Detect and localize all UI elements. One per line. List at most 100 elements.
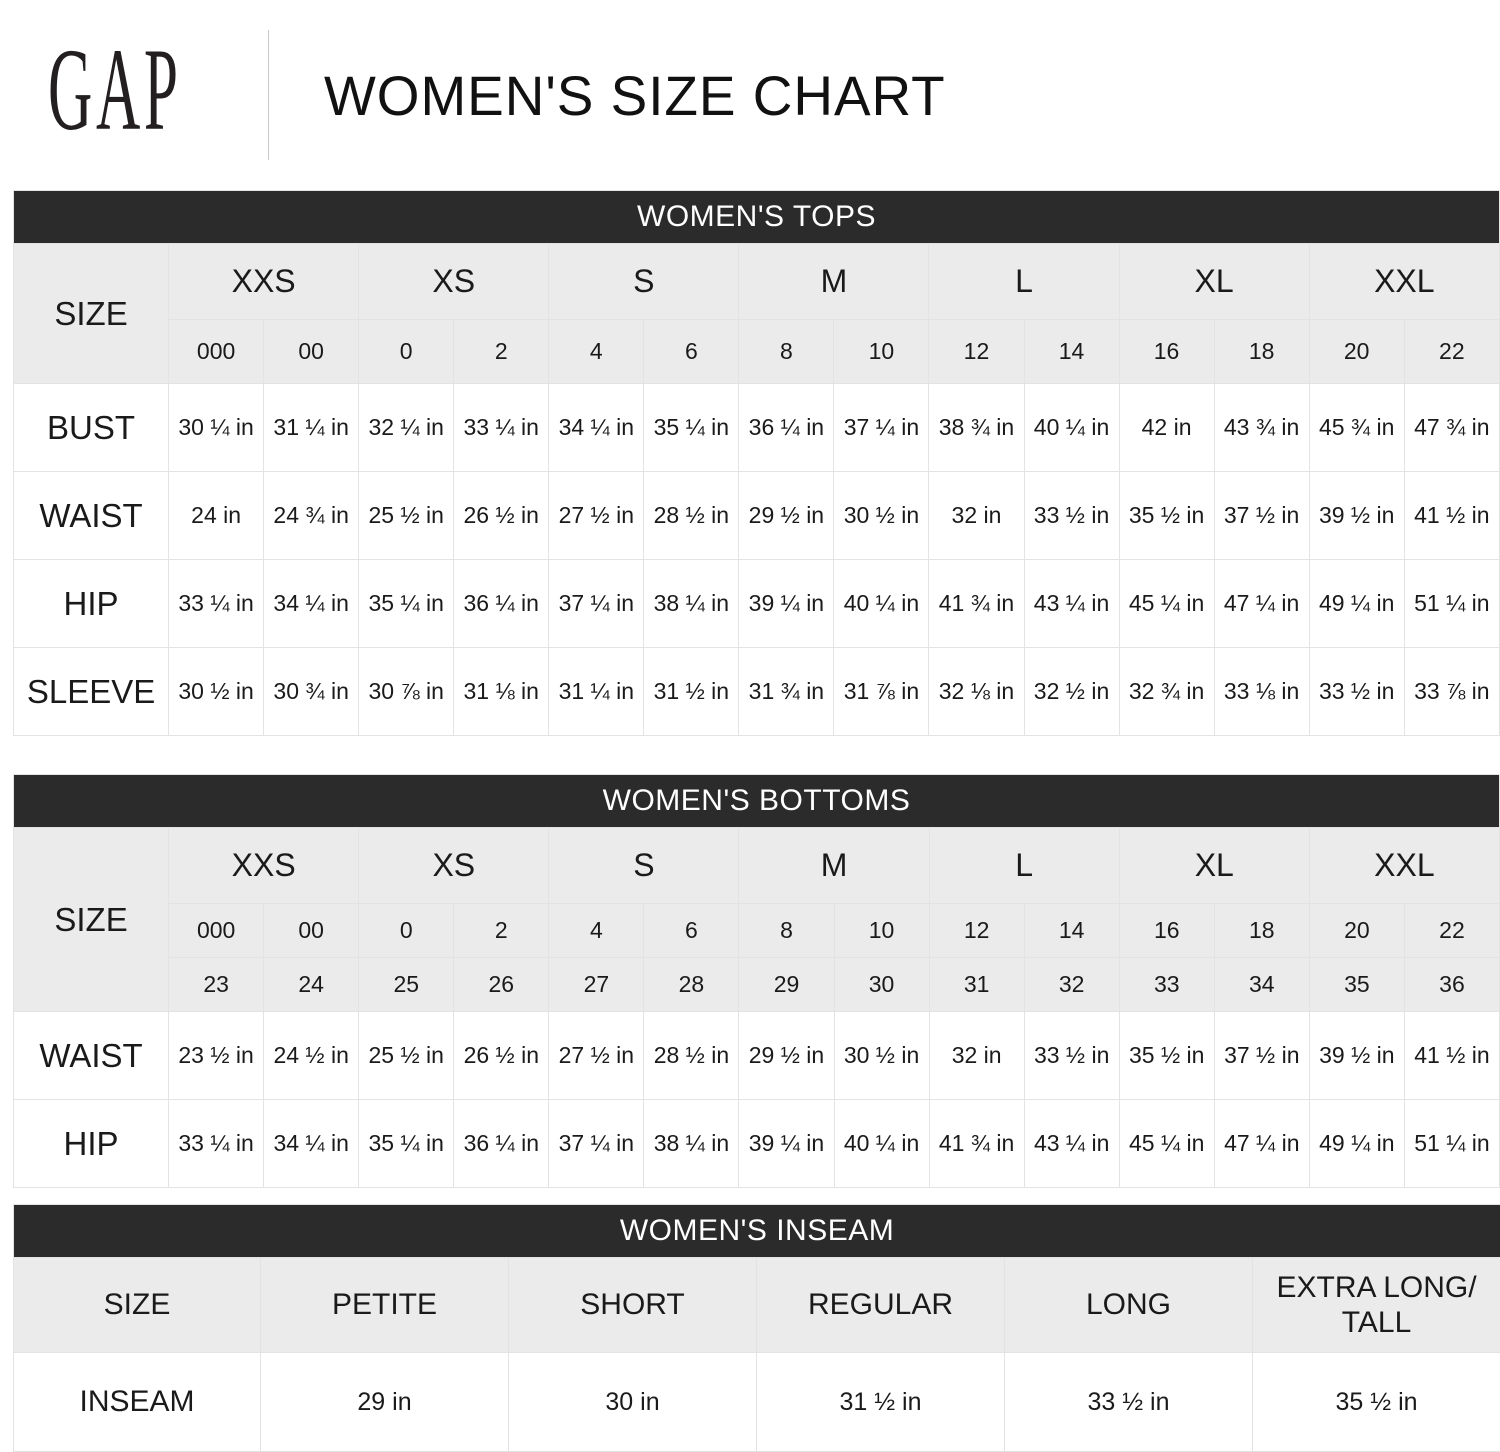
table-cell: 41 ¾ in [928,559,1025,648]
tops-numeric-size: 16 [1118,319,1215,384]
tops-numeric-size: 2 [453,319,550,384]
table-cell: 33 ¼ in [453,383,550,472]
bottoms-numeric-size: 22 [1403,903,1500,958]
table-cell: 35 ¼ in [358,559,455,648]
bottoms-waist-size: 32 [1023,957,1120,1012]
tops-numeric-size: 14 [1023,319,1120,384]
page-header: GAP WOMEN'S SIZE CHART [0,0,1500,190]
bottoms-numeric-size: 6 [643,903,740,958]
bottoms-row-label-hip: HIP [12,1099,170,1188]
womens-bottoms-table: WOMEN'S BOTTOMS SIZE XXS XS S M L XL XXL… [12,774,1500,1188]
bottoms-group-xs: XS [358,827,550,904]
tops-numeric-size: 6 [643,319,740,384]
table-cell: 51 ¼ in [1403,559,1500,648]
table-cell: 42 in [1118,383,1215,472]
table-cell: 31 ¼ in [548,647,645,736]
table-cell: 23 ½ in [168,1011,265,1100]
table-cell: 33 ¼ in [168,559,265,648]
bottoms-section-title: WOMEN'S BOTTOMS [13,774,1500,828]
table-cell: 33 ½ in [1004,1352,1253,1452]
bottoms-numeric-size: 20 [1308,903,1405,958]
bottoms-numeric-size: 8 [738,903,835,958]
bottoms-waist-size: 34 [1213,957,1310,1012]
table-cell: 35 ¼ in [358,1099,455,1188]
table-row: WAIST 24 in 24 ¾ in 25 ½ in 26 ½ in 27 ½… [12,471,1500,560]
table-cell: 34 ¼ in [263,559,360,648]
bottoms-waist-size: 31 [928,957,1025,1012]
bottoms-numeric-size: 0 [358,903,455,958]
inseam-header-short: SHORT [508,1257,757,1353]
tops-group-xxs: XXS [168,243,360,320]
bottoms-numeric-size: 16 [1118,903,1215,958]
tops-row-label-bust: BUST [12,383,170,472]
bottoms-group-xxs: XXS [168,827,360,904]
bottoms-waist-size: 35 [1308,957,1405,1012]
table-cell: 30 ⅞ in [358,647,455,736]
tops-group-s: S [548,243,740,320]
table-cell: 32 in [928,471,1025,560]
page-title: WOMEN'S SIZE CHART [324,63,946,127]
bottoms-numeric-size: 000 [168,903,265,958]
table-cell: 45 ¾ in [1308,383,1405,472]
table-cell: 32 in [928,1011,1025,1100]
tops-group-header-row: SIZE XXS XS S M L XL XXL [12,243,1500,384]
bottoms-waist-header-row: 23 24 25 26 27 28 29 30 31 32 33 34 35 3… [14,957,1500,1012]
table-cell: 24 ¾ in [263,471,360,560]
table-cell: 33 ⅞ in [1403,647,1500,736]
table-cell: 43 ¼ in [1023,1099,1120,1188]
bottoms-numeric-size: 14 [1023,903,1120,958]
table-cell: 49 ¼ in [1308,559,1405,648]
tops-numeric-size: 8 [738,319,835,384]
bottoms-group-header-row: SIZE XXS XS S M L XL XXL [12,827,1500,1012]
table-cell: 30 in [508,1352,757,1452]
table-cell: 38 ¼ in [643,1099,740,1188]
table-cell: 36 ¼ in [453,559,550,648]
table-cell: 33 ½ in [1023,1011,1120,1100]
table-cell: 45 ¼ in [1118,1099,1215,1188]
table-gap-bottoms-inseam [0,1188,1500,1204]
table-cell: 31 ¾ in [738,647,835,736]
table-row: HIP 33 ¼ in 34 ¼ in 35 ¼ in 36 ¼ in 37 ¼… [12,1099,1500,1188]
table-cell: 36 ¼ in [453,1099,550,1188]
table-cell: 40 ¼ in [833,559,930,648]
table-cell: 49 ¼ in [1308,1099,1405,1188]
table-cell: 47 ¾ in [1403,383,1500,472]
inseam-header-row: SIZE PETITE SHORT REGULAR LONG EXTRA LON… [13,1257,1500,1353]
inseam-header-extra-long-tall: EXTRA LONG/ TALL [1251,1257,1500,1353]
tops-numeric-size: 000 [168,319,265,384]
table-cell: 30 ½ in [833,471,930,560]
table-cell: 37 ½ in [1213,471,1310,560]
tops-numeric-size: 22 [1403,319,1500,384]
table-cell: 27 ½ in [548,471,645,560]
table-cell: 30 ½ in [168,647,265,736]
bottoms-waist-size: 26 [453,957,550,1012]
bottoms-waist-size: 33 [1118,957,1215,1012]
table-cell: 41 ½ in [1403,471,1500,560]
bottoms-group-l: L [928,827,1120,904]
inseam-header-regular: REGULAR [756,1257,1005,1353]
tops-group-xl: XL [1118,243,1310,320]
tops-group-xxl: XXL [1308,243,1500,320]
table-cell: 27 ½ in [548,1011,645,1100]
table-cell: 31 ⅛ in [453,647,550,736]
table-cell: 30 ¼ in [168,383,265,472]
bottoms-numeric-size: 4 [548,903,645,958]
bottoms-numeric-size: 12 [928,903,1025,958]
table-cell: 35 ½ in [1118,471,1215,560]
tops-numeric-size: 18 [1213,319,1310,384]
table-cell: 39 ½ in [1308,471,1405,560]
bottoms-group-m: M [738,827,930,904]
bottoms-numeric-size: 18 [1213,903,1310,958]
tops-size-label: SIZE [12,243,170,384]
table-cell: 43 ¾ in [1213,383,1310,472]
bottoms-group-xl: XL [1118,827,1310,904]
table-cell: 29 ½ in [738,471,835,560]
tops-row-label-sleeve: SLEEVE [12,647,170,736]
womens-inseam-table: WOMEN'S INSEAM SIZE PETITE SHORT REGULAR… [12,1204,1500,1452]
bottoms-row-label-waist: WAIST [12,1011,170,1100]
bottoms-group-xxl: XXL [1308,827,1500,904]
tops-numeric-size: 12 [928,319,1025,384]
header-divider [268,30,269,160]
bottoms-waist-size: 36 [1403,957,1500,1012]
tops-numeric-size: 0 [358,319,455,384]
